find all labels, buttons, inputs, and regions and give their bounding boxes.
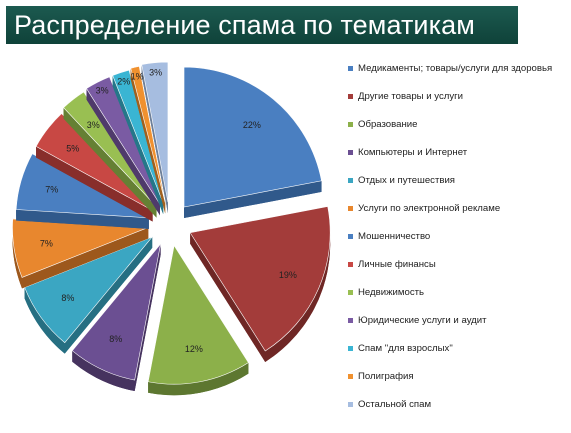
- pie-value-label: 7%: [40, 239, 53, 249]
- pie-slice-edge: [148, 362, 249, 396]
- pie-slice-wall: [134, 243, 161, 392]
- legend-item: Другие товары и услуги: [348, 82, 570, 110]
- legend-item: Недвижимость: [348, 278, 570, 306]
- chart-legend: Медикаменты; товары/услуги для здоровья Д…: [348, 54, 570, 418]
- legend-item: Отдых и путешествия: [348, 166, 570, 194]
- legend-swatch: [348, 233, 353, 239]
- pie-slice-wall: [36, 146, 153, 222]
- legend-item: Остальной спам: [348, 390, 570, 418]
- pie-value-label: 8%: [61, 293, 74, 303]
- pie-slice-top: [130, 66, 166, 203]
- pie-slice-edge: [72, 350, 135, 392]
- legend-swatch: [348, 93, 353, 99]
- pie-slice-wall: [22, 227, 149, 289]
- legend-item: Личные финансы: [348, 250, 570, 278]
- pie-slice: [24, 236, 153, 354]
- legend-label: Другие товары и услуги: [358, 90, 463, 102]
- pie-slice-top: [24, 236, 153, 344]
- pie-slice-wall: [63, 107, 157, 218]
- pie-slice: [141, 61, 169, 214]
- legend-swatch: [348, 65, 353, 71]
- pie-slice: [147, 244, 249, 396]
- pie-value-label: 1%: [131, 72, 144, 82]
- legend-label: Мошенничество: [358, 230, 431, 242]
- pie-slice: [189, 206, 331, 362]
- pie-slice-wall: [130, 68, 166, 214]
- legend-label: Услуги по электронной рекламе: [358, 202, 501, 214]
- legend-item: Мошенничество: [348, 222, 570, 250]
- pie-slice-top: [63, 91, 157, 207]
- legend-item: Юридические услуги и аудит: [348, 306, 570, 334]
- pie-slice: [12, 218, 149, 289]
- legend-swatch: [348, 401, 353, 407]
- pie-slice: [15, 153, 150, 229]
- pie-value-label: 3%: [87, 120, 100, 130]
- pie-slice: [86, 76, 161, 216]
- legend-swatch: [348, 317, 353, 323]
- legend-label: Остальной спам: [358, 398, 432, 410]
- pie-slice: [112, 69, 164, 215]
- legend-label: Образование: [358, 118, 418, 130]
- pie-slice-top: [112, 69, 164, 204]
- pie-slice-top: [71, 243, 161, 381]
- legend-item: Спам "для взрослых": [348, 334, 570, 362]
- pie-slice-edge: [24, 287, 65, 354]
- legend-item: Компьютеры и Интернет: [348, 138, 570, 166]
- legend-item: Медикаменты; товары/услуги для здоровья: [348, 54, 570, 82]
- pie-slice-wall: [184, 180, 322, 219]
- legend-item: Услуги по электронной рекламе: [348, 194, 570, 222]
- pie-value-label: 19%: [279, 270, 297, 280]
- pie-slice-wall: [86, 88, 161, 216]
- pie-value-label: 22%: [243, 120, 261, 130]
- pie-slice: [71, 243, 161, 392]
- legend-swatch: [348, 177, 353, 183]
- legend-label: Юридические услуги и аудит: [358, 314, 487, 326]
- pie-slice-top: [12, 218, 149, 278]
- pie-value-label: 3%: [96, 86, 109, 96]
- pie-value-labels: 22% 19% 12% 8% 8% 7% 7% 5% 3% 3% 2% 1% 3%: [40, 67, 297, 354]
- legend-swatch: [348, 289, 353, 295]
- pie-slice: [183, 66, 322, 219]
- pie-slice-wall: [64, 236, 153, 354]
- pie-slice-top: [183, 66, 322, 208]
- legend-swatch: [348, 261, 353, 267]
- pie-slice-top: [86, 76, 161, 205]
- chart-title: Распределение спама по тематикам: [6, 6, 518, 44]
- legend-swatch: [348, 345, 353, 351]
- pie-value-label: 3%: [149, 67, 162, 77]
- pie-slice-wall: [112, 75, 164, 215]
- pie-value-label: 2%: [117, 77, 130, 87]
- pie-slice-top: [147, 244, 249, 385]
- legend-label: Личные финансы: [358, 258, 436, 270]
- pie-value-label: 8%: [109, 334, 122, 344]
- pie-value-label: 7%: [45, 185, 58, 195]
- pie-value-label: 5%: [66, 144, 79, 154]
- pie-slice-top: [35, 113, 153, 211]
- legend-label: Полиграфия: [358, 370, 414, 382]
- pie-slice: [130, 66, 166, 214]
- legend-label: Спам "для взрослых": [358, 342, 453, 354]
- legend-swatch: [348, 373, 353, 379]
- pie-slice: [35, 113, 153, 222]
- legend-swatch: [348, 205, 353, 211]
- pie-slice-top: [15, 153, 150, 219]
- pie-slice-wall: [190, 232, 266, 362]
- legend-label: Недвижимость: [358, 286, 425, 298]
- legend-label: Медикаменты; товары/услуги для здоровья: [358, 62, 553, 74]
- legend-item: Полиграфия: [348, 362, 570, 390]
- pie-slice-top: [141, 61, 169, 203]
- pie-slices: [12, 61, 331, 396]
- legend-label: Компьютеры и Интернет: [358, 146, 468, 158]
- pie-slice-wall: [141, 64, 168, 214]
- pie-slice-top: [189, 206, 331, 352]
- pie-value-label: 12%: [185, 344, 203, 354]
- legend-label: Отдых и путешествия: [358, 174, 456, 186]
- chart-title-text: Распределение спама по тематикам: [14, 10, 475, 40]
- legend-swatch: [348, 149, 353, 155]
- pie-slice-wall: [16, 209, 149, 229]
- legend-item: Образование: [348, 110, 570, 138]
- legend-swatch: [348, 121, 353, 127]
